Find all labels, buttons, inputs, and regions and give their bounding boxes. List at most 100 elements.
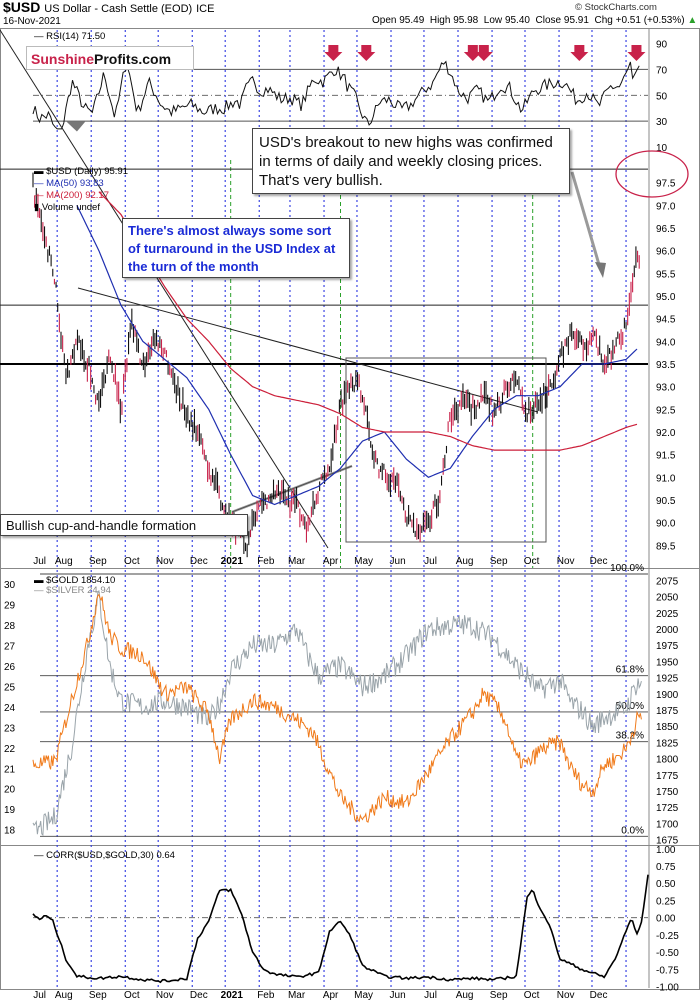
usd-tick-label: 93.5 <box>656 360 676 371</box>
gold-tick-label: 2025 <box>656 609 679 620</box>
x-axis-month-label: Feb <box>257 556 275 567</box>
ma200-legend: — MA(200) 92.17 <box>34 190 109 201</box>
silver-tick-label: 27 <box>4 642 16 653</box>
rsi-tick-label: 30 <box>656 117 668 128</box>
gold-tick-label: 1925 <box>656 674 679 685</box>
x-axis-month-label: May <box>354 990 373 1000</box>
x-axis-month-label: Aug <box>456 990 474 1000</box>
annotation-pointer <box>570 171 602 269</box>
corr-tick-label: 0.25 <box>656 896 676 907</box>
usd-tick-label: 96.5 <box>656 224 676 235</box>
x-axis-month-label: Jul <box>424 990 437 1000</box>
ma200-line <box>98 191 638 451</box>
x-axis-month-label: Sep <box>89 990 107 1000</box>
gold-tick-label: 1950 <box>656 657 679 668</box>
x-axis-month-label: Nov <box>156 990 174 1000</box>
corr-line <box>32 874 649 984</box>
silver-tick-label: 18 <box>4 826 16 837</box>
gold-line <box>32 593 642 823</box>
x-axis-month-label: Aug <box>55 990 73 1000</box>
x-axis-month-label: Dec <box>190 556 208 567</box>
corr-tick-label: -1.00 <box>656 983 679 994</box>
usd-tick-label: 95.5 <box>656 269 676 280</box>
usd-tick-label: 93.0 <box>656 383 676 394</box>
usd-tick-label: 92.5 <box>656 405 676 416</box>
sell-arrow-icon <box>570 45 589 61</box>
instrument-name: US Dollar - Cash Settle (EOD) <box>44 3 193 15</box>
x-axis-month-label: Feb <box>257 990 275 1000</box>
gold-tick-label: 1750 <box>656 787 679 798</box>
usd-tick-label: 90.0 <box>656 519 676 530</box>
x-axis-month-label: Jun <box>390 556 406 567</box>
usd-tick-label: 94.5 <box>656 315 676 326</box>
x-axis-month-label: Aug <box>55 556 73 567</box>
x-axis-month-label: Sep <box>89 556 107 567</box>
turnaround-annotation: There's almost always some sort of turna… <box>122 218 350 278</box>
silver-tick-label: 28 <box>4 621 16 632</box>
breakout-annotation: USD's breakout to new highs was confirme… <box>252 128 570 194</box>
corr-tick-label: -0.50 <box>656 948 679 959</box>
x-axis-month-label: Nov <box>156 556 174 567</box>
gold-tick-label: 1825 <box>656 738 679 749</box>
fibonacci-label: 61.8% <box>616 665 644 676</box>
corr-tick-label: -0.25 <box>656 931 679 942</box>
usd-tick-label: 95.0 <box>656 292 676 303</box>
x-axis-month-label: 2021 <box>221 990 244 1000</box>
usd-tick-label: 92.0 <box>656 428 676 439</box>
sell-arrow-icon <box>357 45 376 61</box>
usd-tick-label: 96.0 <box>656 247 676 258</box>
x-axis-month-label: Jun <box>390 990 406 1000</box>
x-axis-month-label: Jul <box>33 556 46 567</box>
x-axis-month-label: Jul <box>424 556 437 567</box>
silver-tick-label: 20 <box>4 785 16 796</box>
gold-tick-label: 1800 <box>656 755 679 766</box>
x-axis-month-label: Nov <box>557 556 575 567</box>
x-axis-month-label: Aug <box>456 556 474 567</box>
corr-tick-label: 0.00 <box>656 914 676 925</box>
gold-tick-label: 1675 <box>656 836 679 847</box>
chart-date: 16-Nov-2021 <box>3 16 61 27</box>
sell-arrow-icon <box>324 45 343 61</box>
silver-tick-label: 25 <box>4 682 16 693</box>
corr-tick-label: 0.75 <box>656 862 676 873</box>
silver-legend: — $SILVER 24.94 <box>34 585 111 596</box>
rsi-tick-label: 10 <box>656 143 668 154</box>
rsi-tick-label: 90 <box>656 40 668 51</box>
gold-tick-label: 2075 <box>656 576 679 587</box>
annotation-pointer-head <box>595 262 606 278</box>
x-axis-month-label: Oct <box>524 990 540 1000</box>
fibonacci-label: 50.0% <box>616 701 644 712</box>
usd-price-bars <box>32 172 640 558</box>
x-axis-month-label: Dec <box>190 990 208 1000</box>
gold-tick-label: 1975 <box>656 641 679 652</box>
silver-tick-label: 29 <box>4 601 16 612</box>
sunshine-profits-logo: SunshineProfits.com <box>26 46 194 70</box>
cup-handle-annotation: Bullish cup-and-handle formation <box>0 514 248 536</box>
usd-legend: ▬ $USD (Daily) 95.91 <box>34 166 128 177</box>
ma50-line <box>76 205 638 506</box>
x-axis-month-label: Oct <box>124 556 140 567</box>
rsi-legend: — RSI(14) 71.50 <box>34 31 105 42</box>
silver-tick-label: 23 <box>4 723 16 734</box>
corr-tick-label: 1.00 <box>656 845 676 856</box>
symbol-title: $USD US Dollar - Cash Settle (EOD) ICE <box>3 0 215 15</box>
gold-tick-label: 1700 <box>656 819 679 830</box>
x-axis-month-label: Sep <box>490 990 508 1000</box>
x-axis-month-label: 2021 <box>221 556 244 567</box>
x-axis-month-label: May <box>354 556 373 567</box>
fibonacci-label: 100.0% <box>610 563 644 574</box>
x-axis-month-label: Oct <box>524 556 540 567</box>
silver-tick-label: 30 <box>4 580 16 591</box>
usd-tick-label: 89.5 <box>656 541 676 552</box>
x-axis-month-label: Nov <box>557 990 575 1000</box>
usd-tick-label: 94.0 <box>656 337 676 348</box>
x-axis-month-label: Mar <box>288 556 306 567</box>
gold-legend: ▬ $GOLD 1854.10 <box>34 575 115 586</box>
silver-tick-label: 26 <box>4 662 16 673</box>
rsi-tick-label: 50 <box>656 91 668 102</box>
rsi-oversold-fill <box>65 121 86 132</box>
volume-legend: ▮ Volume undef <box>34 202 100 213</box>
corr-tick-label: -0.75 <box>656 965 679 976</box>
target-circle <box>615 150 689 198</box>
gold-tick-label: 1900 <box>656 690 679 701</box>
